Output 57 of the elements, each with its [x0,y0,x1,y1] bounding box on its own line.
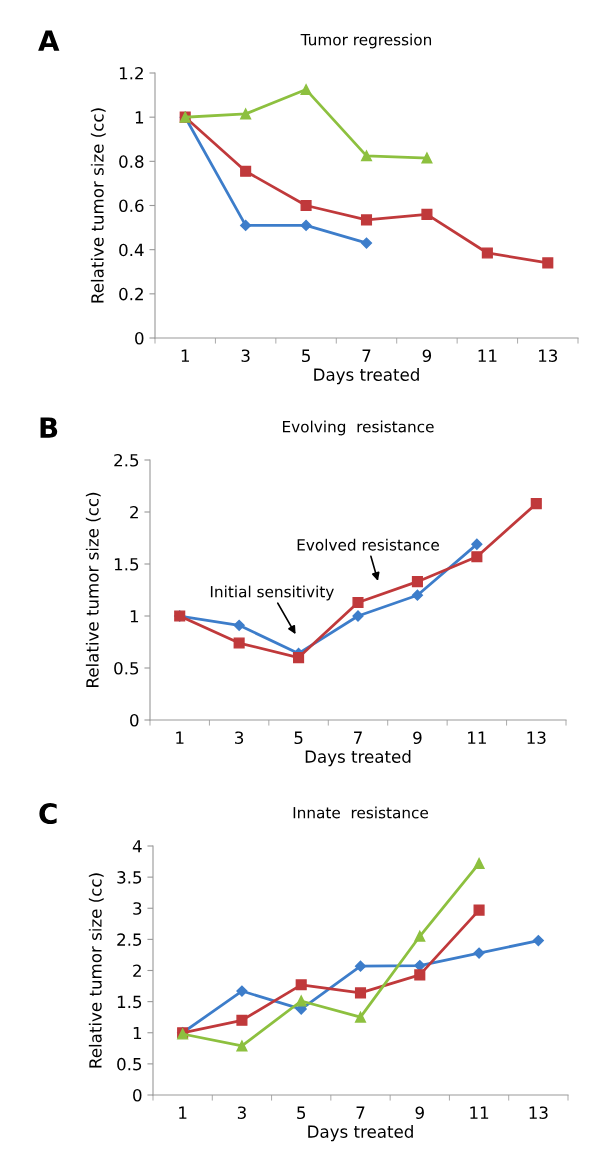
text: B [40,417,58,438]
y-tick-label: 0.5 [114,661,139,675]
chart-title: Tumor regression [300,33,432,49]
x-tick-label: 9 [413,731,422,745]
x-tick-label: 3 [235,731,244,745]
y-axis-title: Relative tumor size (cc) [90,108,106,303]
x-tick-label: 7 [354,731,362,744]
x-tick-label: 1 [176,731,184,744]
y-tick-label: 0.8 [119,155,144,168]
y-tick-label: 3.5 [117,871,142,884]
x-tick-label: 5 [294,731,303,745]
chart-title: Evolving resistance [283,420,434,436]
y-tick-label: 0.5 [117,1057,142,1071]
x-tick-label: 3 [237,1106,246,1120]
x-tick-label: 7 [356,1106,365,1119]
annotation: Evolved resistance [297,538,439,551]
chart-title: Innate resistance [293,806,429,819]
x-tick-label: 13 [529,1106,548,1120]
y-tick-label: 2 [133,964,141,977]
y-tick-label: 1 [130,610,139,623]
y-tick-label: 4 [132,840,142,853]
x-axis-title: Days treated [308,1125,413,1142]
y-tick-label: 1.5 [114,558,139,571]
y-tick-label: 0.4 [119,243,144,257]
y-tick-label: 3 [133,902,142,915]
x-tick-label: 9 [422,349,432,363]
x-tick-label: 11 [470,1106,489,1119]
y-tick-label: 1 [135,111,144,124]
x-axis-title: Days treated [314,368,419,385]
x-tick-label: 1 [179,1106,187,1119]
annotation: Initial sensitivity [210,585,334,601]
x-tick-label: 5 [302,349,310,363]
x-tick-label: 1 [181,349,189,362]
x-tick-label: 3 [241,349,250,363]
x-axis-title: Days treated [305,750,411,767]
y-tick-label: 0 [135,331,144,345]
x-tick-label: 11 [478,349,497,362]
y-axis-title: Relative tumor size (cc) [88,873,104,1068]
y-tick-label: 0 [130,713,139,727]
x-tick-label: 13 [539,349,558,363]
x-tick-label: 5 [297,1106,306,1120]
y-tick-label: 1.5 [117,995,142,1009]
y-tick-label: 2.5 [114,453,139,467]
y-tick-label: 2.5 [117,933,142,946]
x-tick-label: 13 [527,731,546,745]
y-tick-label: 1.2 [119,66,143,80]
y-tick-label: 0 [133,1088,142,1102]
y-tick-label: 2 [130,505,138,519]
x-tick-label: 11 [468,731,486,744]
y-tick-label: 0.2 [119,287,143,301]
text: A [38,30,60,51]
y-tick-label: 1 [133,1026,142,1040]
y-tick-label: 0.6 [119,199,144,213]
y-axis-title: Relative tumor size (cc) [85,492,101,687]
x-tick-label: 9 [415,1106,424,1120]
text: C [39,803,57,825]
x-tick-label: 7 [362,349,371,362]
